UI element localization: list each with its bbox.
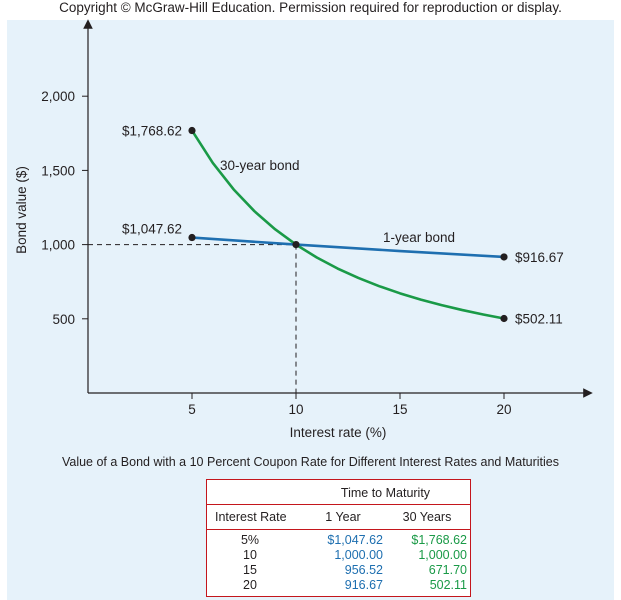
table-cell-rate: 15 [243,563,257,577]
y-tick-label: 500 [52,312,75,327]
data-label: $1,768.62 [122,124,182,139]
table-caption: Value of a Bond with a 10 Percent Coupon… [61,455,560,469]
y-tick-label: 1,000 [41,238,75,253]
table-cell-30yr: 1,000.00 [418,548,467,562]
table-rule-top [207,504,470,505]
table-cell-1yr: 1,000.00 [334,548,383,562]
x-tick-label: 5 [188,402,196,417]
table-cell-30yr: $1,768.62 [411,533,467,547]
series-label-30-year: 30-year bond [220,158,300,173]
y-tick-label: 2,000 [41,89,75,104]
copyright-notice: Copyright © McGraw-Hill Education. Permi… [59,0,562,15]
table-cell-1yr: $1,047.62 [327,533,383,547]
table-cell-rate: 5% [240,533,260,547]
bond-value-table: Time to Maturity Interest Rate 1 Year 30… [206,479,471,597]
table-cell-30yr: 502.11 [429,578,467,592]
table-cell-1yr: 956.52 [344,563,383,577]
table-cell-30yr: 671.70 [428,563,467,577]
x-axis-label: Interest rate (%) [290,425,387,440]
series-label-1-year: 1-year bond [383,230,455,245]
data-point [500,253,508,261]
data-point [500,314,508,323]
table-cell-1yr: 916.67 [344,578,383,592]
table-cell-rate: 20 [243,578,257,592]
data-label: $1,047.62 [122,222,182,237]
x-tick-label: 20 [496,402,511,417]
x-tick-label: 10 [288,402,303,417]
table-header-30yr: 30 Years [402,510,452,524]
data-point [188,233,196,242]
table-group-header: Time to Maturity [340,486,431,500]
bond-value-chart: 5 10 15 20 500 1,000 1,500 2,000 $1,768.62 $1,04… [14,19,593,440]
data-label: $502.11 [515,311,563,326]
y-axis-label: Bond value ($) [14,166,29,254]
series-line-30-year [190,129,506,320]
table-rule-header [207,529,470,530]
table-cell-rate: 10 [243,548,257,562]
x-tick-label: 15 [392,402,407,417]
table-header-rate: Interest Rate [215,510,287,524]
data-point [188,126,196,135]
data-label: $916.67 [515,250,564,265]
data-point [292,241,300,249]
table-header-1yr: 1 Year [325,510,361,524]
series-line-1-year [190,236,506,259]
y-tick-label: 1,500 [41,163,75,178]
